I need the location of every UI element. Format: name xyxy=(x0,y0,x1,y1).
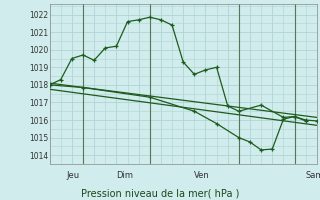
Text: Ven: Ven xyxy=(194,171,210,180)
Text: Pression niveau de la mer( hPa ): Pression niveau de la mer( hPa ) xyxy=(81,188,239,198)
Text: Sam: Sam xyxy=(306,171,320,180)
Text: Dim: Dim xyxy=(116,171,133,180)
Text: Jeu: Jeu xyxy=(66,171,79,180)
